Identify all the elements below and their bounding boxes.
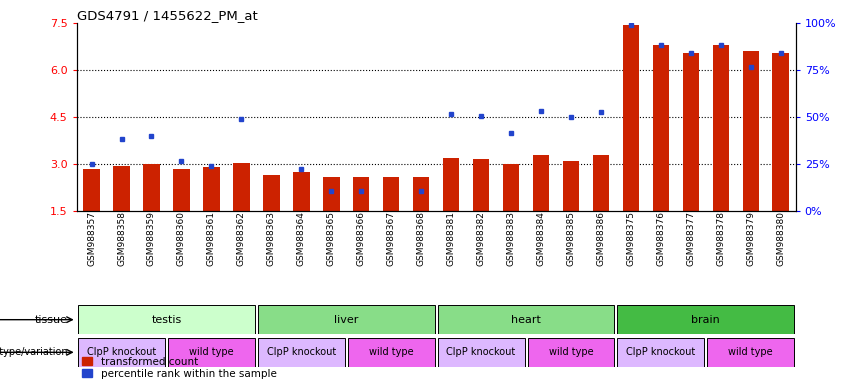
Text: GSM988365: GSM988365 — [327, 211, 336, 266]
Bar — [258, 305, 435, 334]
Text: GSM988357: GSM988357 — [87, 211, 96, 266]
Bar — [203, 167, 220, 211]
Bar — [383, 177, 399, 211]
Bar — [707, 338, 794, 367]
Text: GSM988378: GSM988378 — [717, 211, 725, 266]
Text: GSM988379: GSM988379 — [746, 211, 755, 266]
Bar — [623, 25, 639, 211]
Bar — [233, 162, 249, 211]
Text: GSM988363: GSM988363 — [267, 211, 276, 266]
Text: GSM988375: GSM988375 — [626, 211, 636, 266]
Text: GSM988376: GSM988376 — [656, 211, 665, 266]
Text: genotype/variation: genotype/variation — [0, 347, 68, 358]
Bar — [348, 338, 435, 367]
Text: GDS4791 / 1455622_PM_at: GDS4791 / 1455622_PM_at — [77, 9, 257, 22]
Text: heart: heart — [511, 314, 541, 325]
Text: GSM988383: GSM988383 — [506, 211, 516, 266]
Text: ClpP knockout: ClpP knockout — [266, 347, 336, 358]
Bar — [168, 338, 254, 367]
Text: GSM988364: GSM988364 — [297, 211, 306, 266]
Bar — [437, 338, 524, 367]
Text: GSM988385: GSM988385 — [567, 211, 575, 266]
Bar — [473, 159, 489, 211]
Bar — [353, 177, 369, 211]
Text: GSM988368: GSM988368 — [417, 211, 426, 266]
Bar — [263, 175, 280, 211]
Bar — [618, 338, 705, 367]
Bar — [113, 166, 129, 211]
Bar — [533, 155, 549, 211]
Bar — [443, 158, 460, 211]
Text: GSM988367: GSM988367 — [386, 211, 396, 266]
Text: GSM988359: GSM988359 — [147, 211, 156, 266]
Bar — [618, 305, 794, 334]
Text: GSM988377: GSM988377 — [686, 211, 695, 266]
Bar — [323, 177, 340, 211]
Text: tissue: tissue — [35, 314, 68, 325]
Text: wild type: wild type — [368, 347, 414, 358]
Text: wild type: wild type — [728, 347, 773, 358]
Text: GSM988361: GSM988361 — [207, 211, 216, 266]
Bar — [712, 45, 729, 211]
Bar — [743, 51, 759, 211]
Text: GSM988360: GSM988360 — [177, 211, 186, 266]
Bar — [592, 155, 609, 211]
Bar — [773, 53, 789, 211]
Bar — [258, 338, 345, 367]
Text: liver: liver — [334, 314, 358, 325]
Bar — [413, 177, 430, 211]
Text: GSM988380: GSM988380 — [776, 211, 785, 266]
Bar — [78, 305, 254, 334]
Text: GSM988366: GSM988366 — [357, 211, 366, 266]
Text: testis: testis — [151, 314, 181, 325]
Text: ClpP knockout: ClpP knockout — [626, 347, 695, 358]
Legend: transformed count, percentile rank within the sample: transformed count, percentile rank withi… — [82, 357, 277, 379]
Bar — [83, 169, 100, 211]
Text: GSM988382: GSM988382 — [477, 211, 486, 266]
Text: GSM988362: GSM988362 — [237, 211, 246, 266]
Text: GSM988381: GSM988381 — [447, 211, 455, 266]
Text: brain: brain — [691, 314, 720, 325]
Bar — [503, 164, 519, 211]
Bar — [174, 169, 190, 211]
Text: wild type: wild type — [189, 347, 234, 358]
Bar — [293, 172, 310, 211]
Text: ClpP knockout: ClpP knockout — [87, 347, 156, 358]
Bar — [653, 45, 669, 211]
Bar — [563, 161, 580, 211]
Bar — [683, 53, 699, 211]
Bar — [437, 305, 614, 334]
Text: GSM988358: GSM988358 — [117, 211, 126, 266]
Bar — [78, 338, 165, 367]
Text: wild type: wild type — [549, 347, 593, 358]
Text: GSM988384: GSM988384 — [536, 211, 545, 266]
Text: GSM988386: GSM988386 — [597, 211, 605, 266]
Text: ClpP knockout: ClpP knockout — [447, 347, 516, 358]
Bar — [528, 338, 614, 367]
Bar — [143, 164, 160, 211]
